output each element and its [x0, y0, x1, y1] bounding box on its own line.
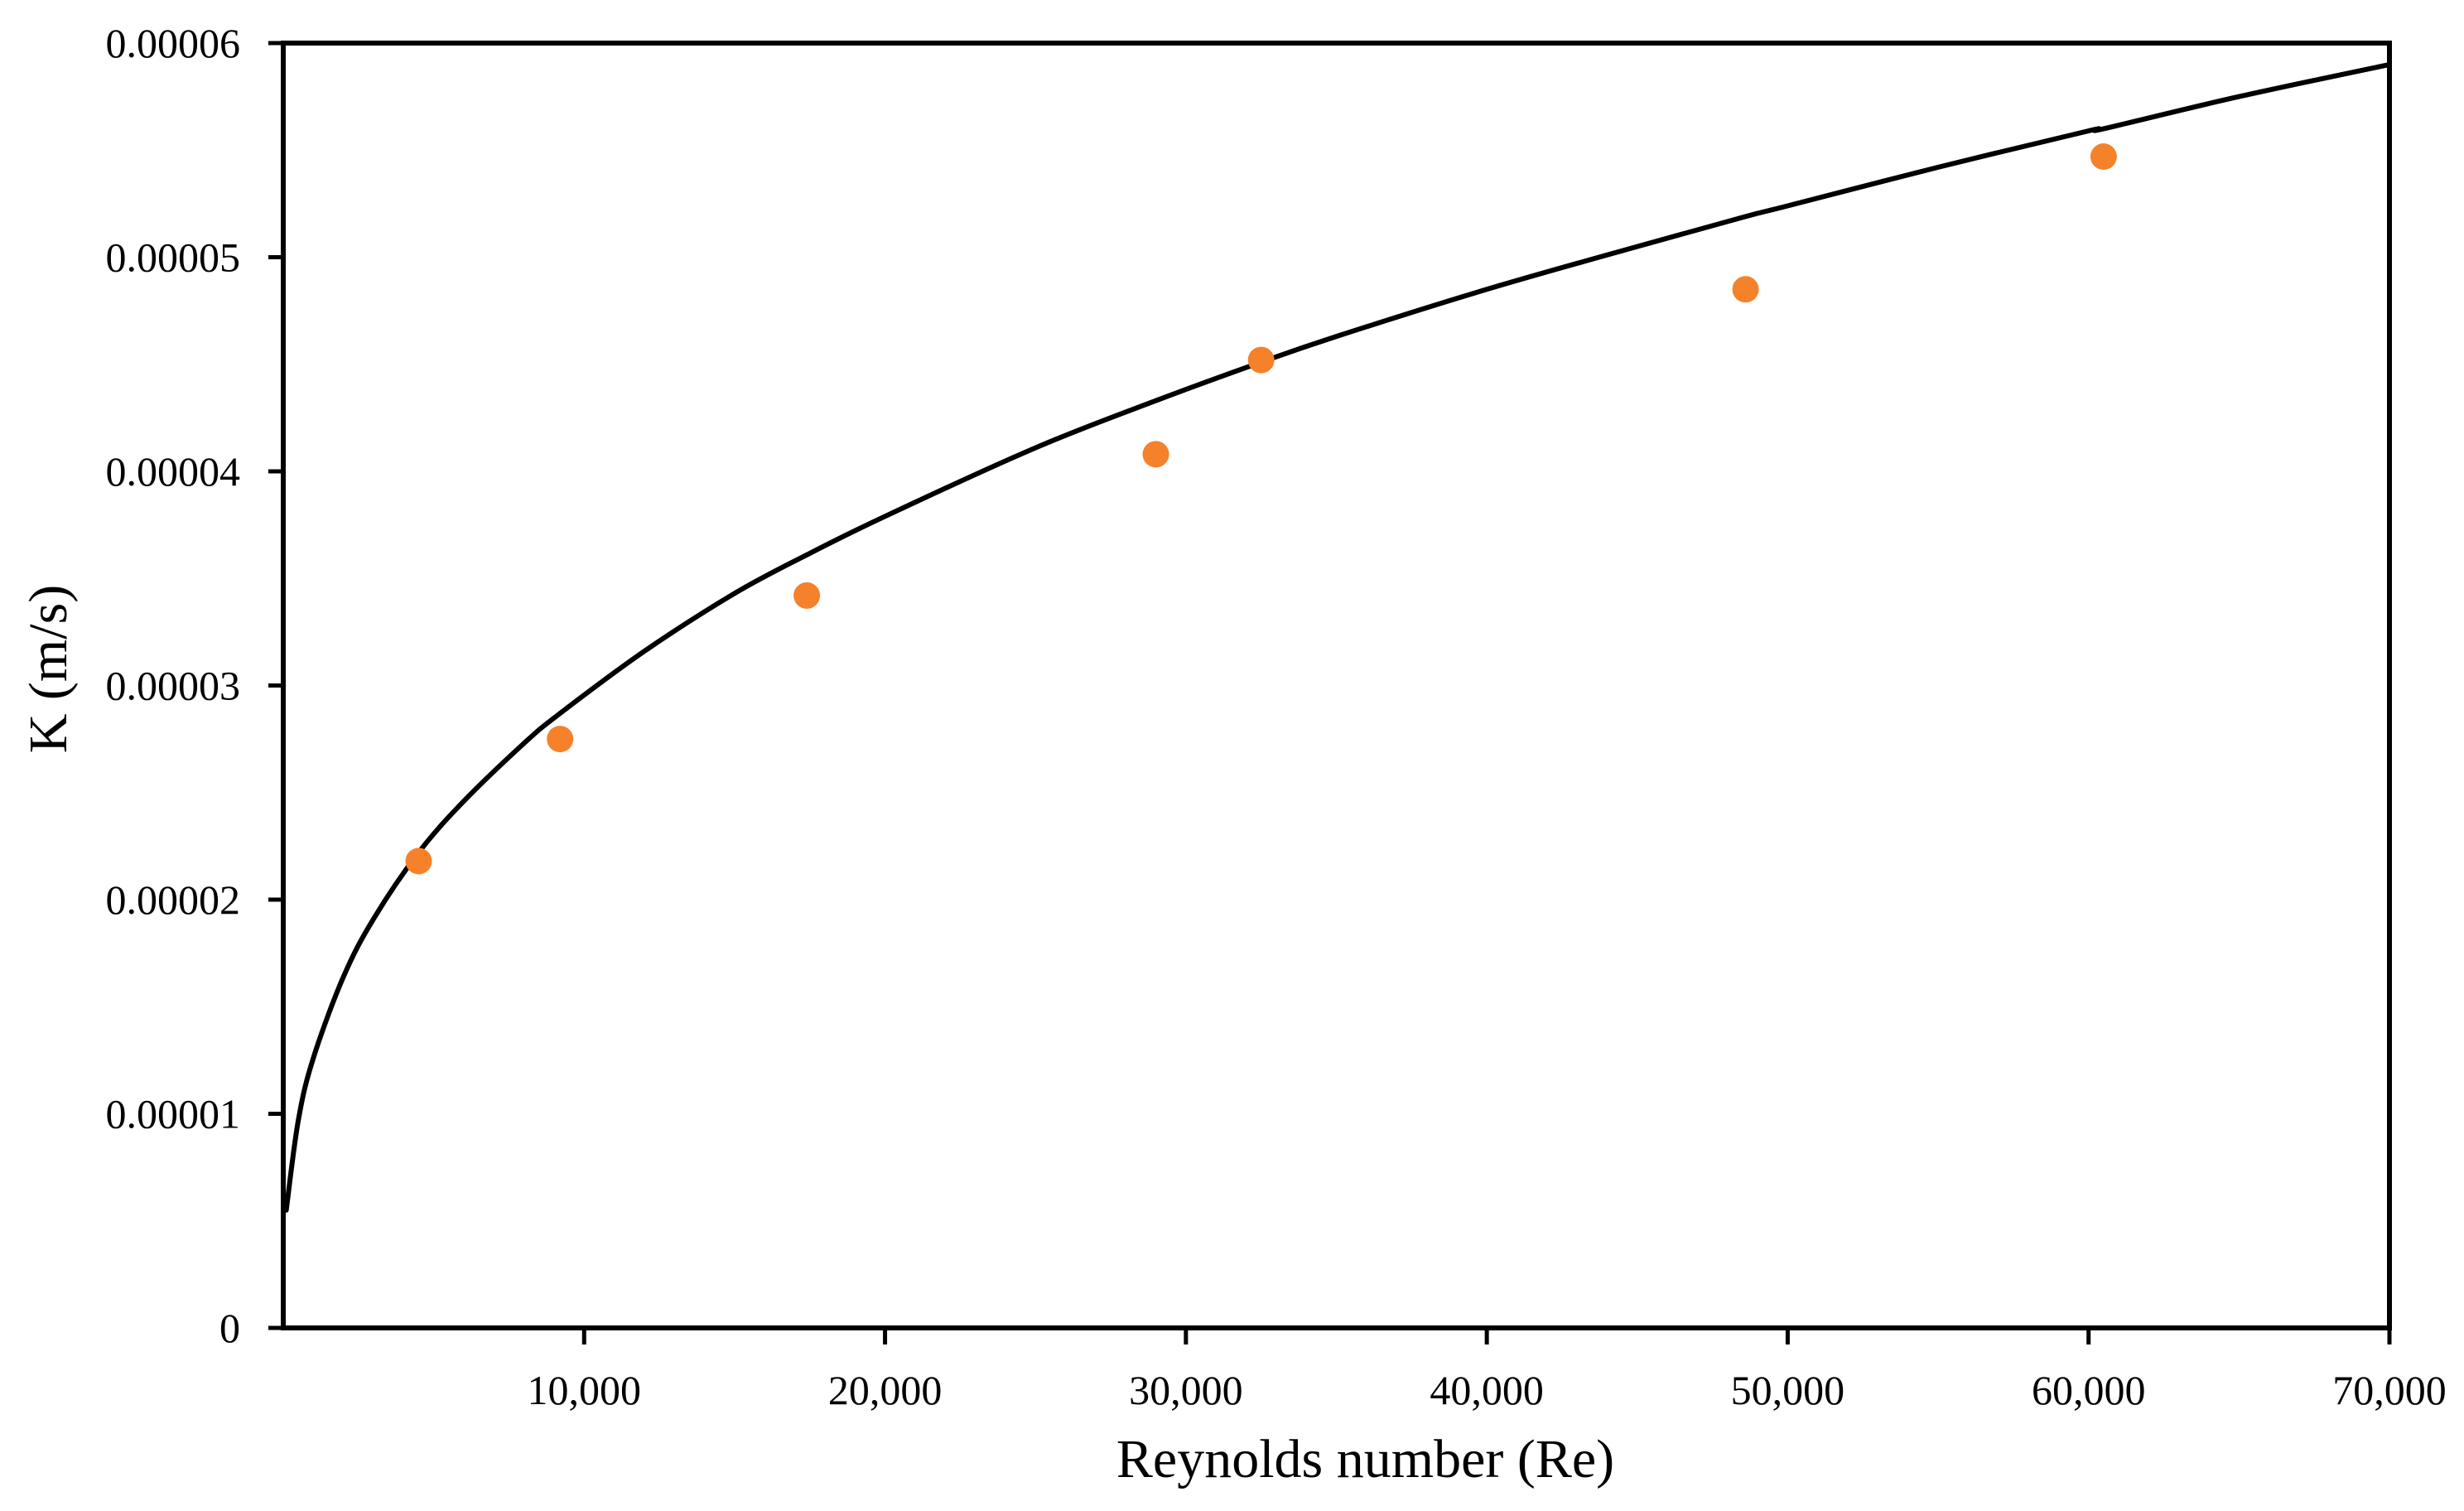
y-tick-label: 0.00001	[106, 1091, 241, 1137]
x-tick-label: 40,000	[1430, 1367, 1544, 1413]
x-tick-label: 30,000	[1129, 1367, 1243, 1413]
y-axis-ticks: 0 0.00001 0.00002 0.00003 0.00004 0.00005 0.00…	[106, 20, 283, 1351]
x-axis-title: Reynolds number (Re)	[1116, 1429, 1614, 1489]
y-tick-label: 0.00004	[106, 448, 241, 495]
data-point	[2090, 143, 2117, 171]
data-point	[547, 726, 574, 753]
fit-curve	[283, 61, 2392, 1213]
fit-line-layer	[283, 61, 2392, 1213]
data-point	[1142, 441, 1169, 468]
data-points-layer	[405, 143, 2117, 875]
y-axis-title: K (m/s)	[18, 585, 79, 753]
data-point	[793, 582, 821, 609]
y-tick-label: 0.00003	[106, 663, 241, 709]
x-tick-label: 10,000	[528, 1367, 642, 1413]
data-point	[405, 847, 432, 875]
y-tick-label: 0.00002	[106, 876, 241, 923]
x-tick-label: 70,000	[2332, 1367, 2447, 1413]
y-tick-label: 0	[219, 1305, 240, 1351]
x-axis-ticks: 10,000 20,000 30,000 40,000 50,000 60,000 70,0…	[528, 1328, 2447, 1413]
x-tick-label: 50,000	[1731, 1367, 1845, 1413]
y-tick-label: 0.00006	[106, 20, 241, 66]
x-tick-label: 60,000	[2032, 1367, 2146, 1413]
data-point	[1247, 346, 1275, 374]
y-tick-label: 0.00005	[106, 234, 241, 281]
data-point	[1732, 276, 1759, 303]
x-tick-label: 20,000	[828, 1367, 943, 1413]
